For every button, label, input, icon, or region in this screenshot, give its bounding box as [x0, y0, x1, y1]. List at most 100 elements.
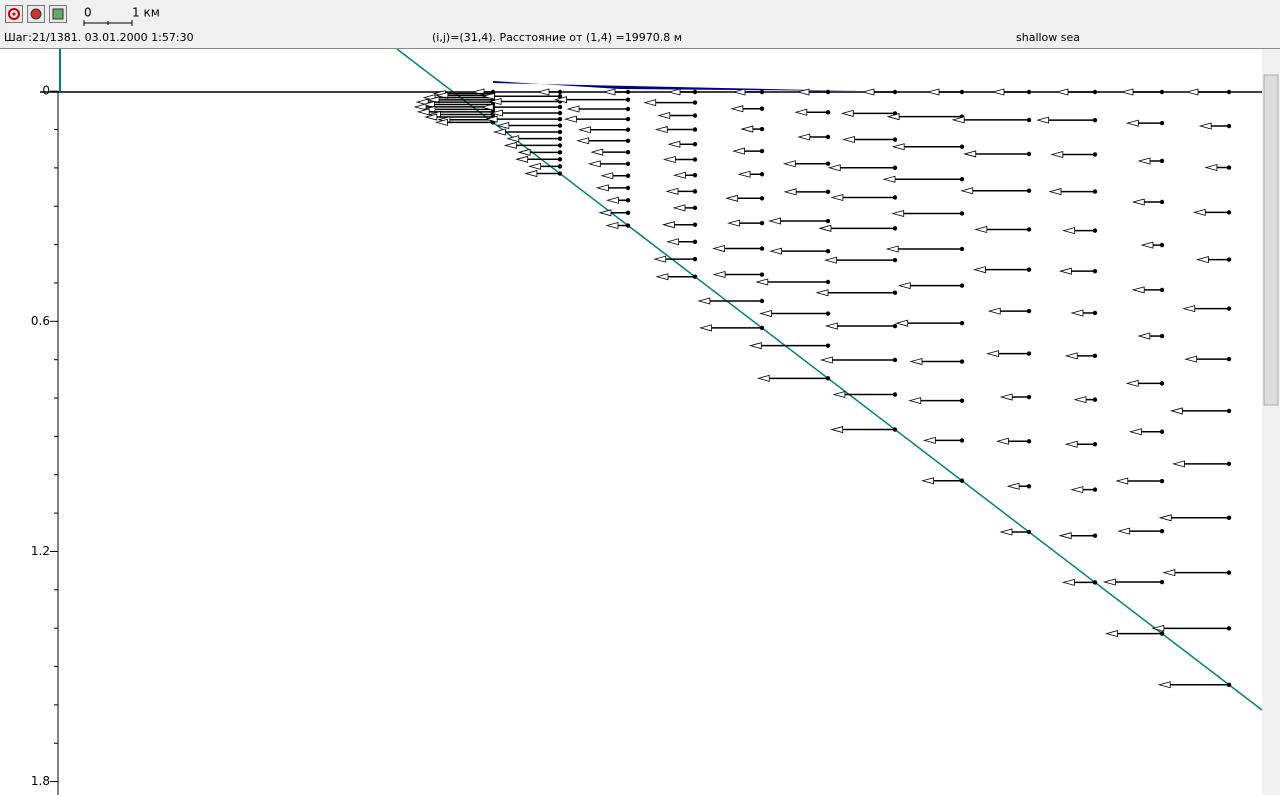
vector-origin	[692, 157, 698, 162]
vector-origin	[1159, 579, 1165, 585]
vector-head	[1131, 198, 1145, 206]
vector-head	[672, 204, 686, 212]
tool-button[interactable]	[49, 5, 67, 23]
vector-head	[1195, 256, 1209, 264]
vector-origin	[1226, 165, 1232, 170]
vector-head	[783, 188, 797, 196]
vector-origin	[825, 376, 831, 381]
scenario-status: shallow sea	[1016, 31, 1081, 44]
vector-origin	[557, 150, 563, 155]
vector-head	[672, 171, 686, 179]
vector-head	[1169, 407, 1183, 415]
vector-head	[1048, 188, 1062, 196]
vector-head	[1055, 88, 1069, 96]
vector-origin	[759, 148, 765, 154]
vector-origin	[1226, 89, 1232, 95]
vector-origin	[759, 126, 765, 132]
vector-head	[566, 105, 580, 113]
vector-head	[909, 358, 923, 366]
scrollbar-thumb[interactable]	[1263, 74, 1279, 406]
vector-head	[769, 247, 783, 255]
vector-origin	[1226, 461, 1232, 467]
vector-head	[1120, 88, 1134, 96]
vector-origin	[557, 89, 563, 95]
vector-head	[492, 128, 506, 136]
vector-head	[587, 160, 601, 168]
vector-origin	[1159, 199, 1165, 205]
vector-origin	[692, 189, 698, 194]
vector-head	[732, 147, 745, 155]
vector-origin	[1092, 533, 1098, 538]
vector-origin	[1026, 351, 1032, 356]
vector-origin	[892, 165, 898, 170]
vector-origin	[1159, 631, 1165, 636]
vector-origin	[1026, 89, 1032, 95]
vector-head	[590, 148, 604, 156]
vector-head	[600, 172, 614, 180]
vector-origin	[759, 89, 765, 95]
vector-origin	[892, 392, 898, 397]
vector-origin	[625, 161, 631, 167]
tool-button[interactable]	[27, 5, 45, 23]
vector-head	[488, 97, 502, 105]
vector-origin	[1159, 158, 1165, 164]
vector-head	[1204, 163, 1218, 172]
vector-head	[602, 88, 616, 96]
vector-origin	[692, 100, 698, 105]
vector-head	[732, 88, 746, 96]
vector-head	[861, 88, 875, 96]
vector-head	[796, 88, 810, 96]
vector-origin	[625, 127, 631, 132]
vector-head	[1137, 332, 1151, 340]
vector-head	[891, 143, 905, 151]
vector-head	[576, 137, 590, 145]
vector-head	[768, 217, 782, 225]
vector-origin	[1092, 268, 1098, 274]
vector-origin	[1026, 529, 1032, 535]
vector-head	[506, 135, 520, 143]
vector-head	[416, 108, 430, 116]
vector-origin	[557, 94, 563, 99]
vector-origin	[1092, 310, 1098, 316]
position-status: (i,j)=(31,4). Расстояние от (1,4) =19970…	[432, 31, 683, 44]
vector-origin	[1092, 580, 1098, 585]
vector-head	[1070, 309, 1084, 317]
vector-origin	[959, 89, 965, 95]
tool-button[interactable]	[5, 5, 23, 23]
vector-origin	[1159, 89, 1165, 95]
scale-start: 0	[84, 6, 92, 20]
vector-origin	[892, 290, 898, 295]
vector-head	[991, 88, 1005, 96]
vector-origin	[1092, 353, 1098, 359]
vector-head	[666, 238, 680, 246]
vector-head	[1184, 355, 1198, 363]
vector-head	[730, 105, 744, 113]
vector-head	[824, 322, 838, 330]
vector-head	[819, 356, 833, 364]
vector-head	[480, 103, 494, 111]
vector-origin	[1026, 439, 1032, 444]
vector-origin	[1159, 381, 1165, 386]
toolbar: 0 1 км Шаг:21/1381. 03.01.2000 1:57:30 (…	[0, 0, 1280, 49]
vector-head	[654, 125, 668, 134]
vector-head	[1102, 578, 1116, 586]
vector-origin	[1226, 570, 1232, 575]
vector-head	[1125, 119, 1139, 127]
vector-origin	[557, 123, 563, 128]
vector-head	[897, 282, 911, 290]
vector-origin	[1226, 682, 1232, 687]
vector-origin	[1226, 257, 1232, 262]
vector-origin	[759, 220, 765, 226]
vector-head	[598, 209, 612, 217]
vector-head	[481, 92, 495, 100]
vector-origin	[1226, 515, 1232, 521]
vector-head	[974, 225, 988, 233]
vector-origin	[892, 357, 898, 363]
vector-head	[653, 255, 667, 263]
vector-origin	[892, 257, 898, 263]
vector-origin	[1226, 210, 1232, 215]
vector-head	[922, 436, 936, 444]
vector-origin	[759, 272, 765, 277]
vector-head	[748, 342, 762, 350]
vector-origin	[1092, 487, 1098, 492]
